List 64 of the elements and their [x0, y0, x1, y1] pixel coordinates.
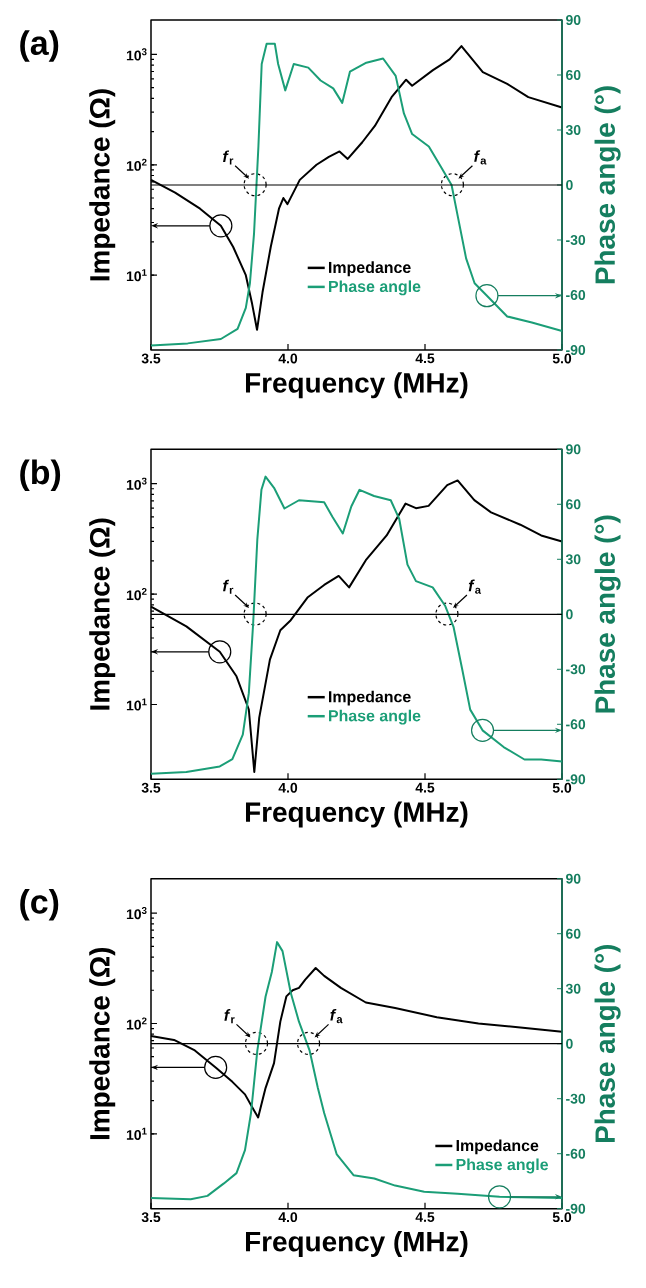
annotation: f$_{r}$ [224, 1009, 235, 1024]
y2-tick-label: 90 [566, 444, 581, 455]
y2-tick-label: 0 [566, 180, 573, 190]
y2-tick-label: -60 [566, 719, 586, 730]
x-tick-label: 4.5 [415, 1212, 435, 1222]
y2-tick-label: 90 [566, 873, 581, 884]
legend-label: Phase angle [456, 1158, 549, 1174]
x-axis-title: Frequency (MHz) [246, 801, 468, 828]
y2-tick-label: 30 [565, 554, 581, 565]
x-tick-label: 4.5 [415, 782, 435, 793]
y2-tick-label: -30 [566, 1093, 586, 1104]
x-tick-label: 4.0 [278, 353, 298, 364]
y2-tick-label: -30 [566, 235, 586, 245]
x-tick-label: 4.0 [278, 782, 298, 793]
y2-tick-label: 30 [565, 125, 581, 135]
x-axis-title: Frequency (MHz) [246, 372, 468, 399]
legend-label: Phase angle [329, 280, 421, 296]
annotation: f$_{a}$ [468, 579, 482, 594]
y-tick-label: 10$^{2}$ [126, 1017, 147, 1030]
y2-tick-label: -90 [566, 345, 586, 355]
y2-tick-label: -30 [566, 664, 586, 675]
x-tick-label: 3.5 [141, 353, 161, 364]
legend-label: Impedance [456, 1139, 539, 1155]
y-axis-title: Impedance (Ω) [89, 518, 116, 710]
y-tick-label: 10$^{3}$ [126, 477, 147, 490]
y-axis-title: Impedance (Ω) [89, 89, 116, 281]
x-tick-label: 4.0 [278, 1212, 298, 1223]
y2-tick-label: 0 [566, 1038, 573, 1049]
chart-title: (b) [20, 459, 61, 492]
y2-axis-title: Phase angle (°) [594, 944, 621, 1142]
annotation: f$_{a}$ [474, 150, 487, 165]
y2-tick-label: -60 [566, 1148, 586, 1159]
legend-label: Impedance [329, 261, 411, 277]
y2-tick-label: 90 [566, 15, 581, 25]
y-tick-label: 10$^{2}$ [126, 588, 147, 601]
y-tick-label: 10$^{2}$ [126, 158, 147, 171]
y2-tick-label: 60 [566, 928, 581, 939]
x-axis-title: Frequency (MHz) [246, 1230, 468, 1257]
y2-axis-title: Phase angle (°) [594, 86, 621, 284]
x-tick-label: 3.5 [141, 1212, 161, 1223]
legend-label: Impedance [329, 690, 411, 706]
y-axis-title: Impedance (Ω) [89, 947, 116, 1140]
x-tick-label: 5.0 [552, 1212, 572, 1223]
y2-tick-label: 30 [565, 983, 581, 994]
annotation: f$_{r}$ [223, 579, 234, 594]
annotation: f$_{r}$ [223, 150, 234, 165]
y2-tick-label: 60 [566, 499, 581, 510]
x-tick-label: 5.0 [552, 353, 572, 364]
y-tick-label: 10$^{3}$ [126, 48, 147, 61]
chart-title: (a) [20, 30, 59, 62]
y-tick-label: 10$^{1}$ [126, 1127, 147, 1140]
x-tick-label: 3.5 [141, 782, 161, 793]
y2-axis-title: Phase angle (°) [594, 515, 621, 713]
y2-tick-label: 0 [566, 609, 573, 620]
y2-tick-label: -90 [566, 1203, 586, 1214]
y2-tick-label: -60 [566, 290, 586, 300]
legend-label: Phase angle [329, 709, 421, 725]
chart-title: (c) [20, 888, 59, 921]
y-tick-label: 10$^{1}$ [126, 698, 147, 711]
y-tick-label: 10$^{1}$ [126, 269, 147, 282]
x-tick-label: 4.5 [415, 353, 435, 364]
y-tick-label: 10$^{3}$ [126, 907, 147, 920]
annotation: f$_{a}$ [330, 1008, 343, 1024]
y2-tick-label: 60 [566, 70, 581, 80]
